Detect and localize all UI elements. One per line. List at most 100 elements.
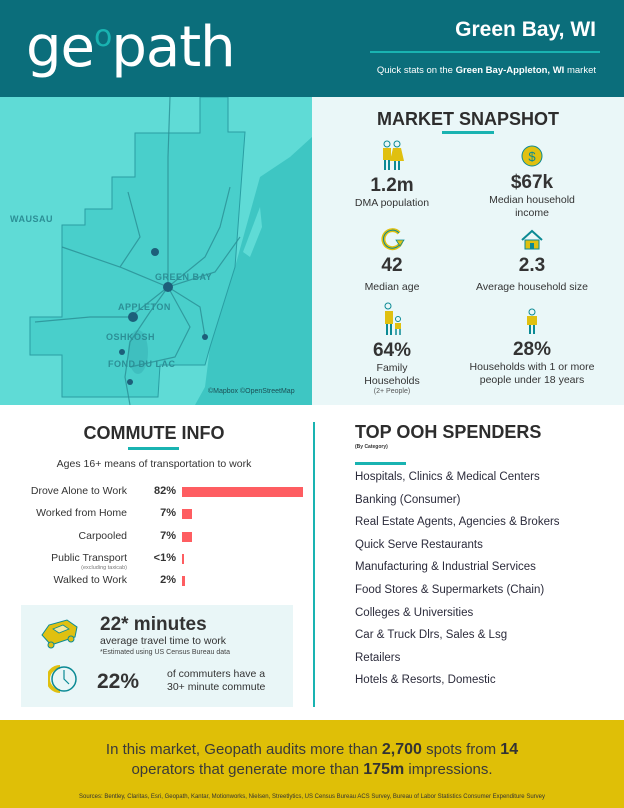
- title-underline: [442, 131, 494, 134]
- summary-text: spots from: [421, 741, 501, 758]
- map-label: APPLETON: [118, 302, 171, 312]
- stat-households-children: 28% Households with 1 or more people und…: [457, 307, 607, 387]
- commute-row: Public Transport (excluding taxicab) <1%: [0, 552, 312, 571]
- commute-pct: 2%: [160, 574, 176, 586]
- spender-category: Quick Serve Restaurants: [355, 538, 483, 551]
- summary-text: operators that generate more than: [131, 761, 364, 778]
- stat-median-age: 42 Median age: [317, 227, 467, 294]
- commute-bar: [182, 576, 185, 586]
- commute-mode-label: Public Transport: [51, 552, 127, 564]
- couple-icon: [383, 140, 404, 170]
- stat-value: 64%: [372, 340, 412, 361]
- parent-child-icon: [384, 302, 401, 335]
- travel-time-box: 22* minutes average travel time to work …: [21, 605, 293, 707]
- stat-label: DMA population: [354, 197, 430, 209]
- stat-label: Median age: [364, 281, 420, 293]
- commute-row: Drove Alone to Work 82%: [0, 485, 312, 501]
- stat-population: 1.2m DMA population: [317, 139, 467, 210]
- stat-household-size: 2.3 Average household size: [457, 229, 607, 294]
- commute-subtitle: Ages 16+ means of transportation to work: [56, 458, 252, 470]
- market-name: Green Bay-Appleton, WI: [455, 65, 565, 76]
- commute-mode-label: Carpooled: [78, 530, 127, 542]
- stat-label: Family Households: [364, 362, 420, 387]
- top-ooh-spenders: TOP OOH SPENDERS (By Category) Hospitals…: [355, 422, 615, 697]
- stat-label: Average household size: [476, 281, 588, 293]
- market-map[interactable]: WAUSAU GREEN BAY APPLETON OSHKOSH FOND D…: [0, 97, 312, 405]
- spender-category: Hospitals, Clinics & Medical Centers: [355, 471, 540, 483]
- commute-pct: <1%: [153, 552, 176, 564]
- commute-title: COMMUTE INFO: [83, 423, 225, 443]
- commute-bar: [182, 487, 303, 497]
- commute-pct: 82%: [153, 485, 176, 497]
- commute-row: Worked from Home 7%: [0, 507, 312, 523]
- commute-mode-label: Drove Alone to Work: [30, 485, 127, 497]
- map-label: GREEN BAY: [155, 272, 213, 282]
- map-attribution[interactable]: ©Mapbox ©OpenStreetMap: [208, 388, 295, 395]
- snapshot-title: MARKET SNAPSHOT: [376, 109, 559, 129]
- spender-category: Colleges & Universities: [355, 606, 474, 619]
- stat-family-households: 64% Family Households (2+ People): [317, 302, 467, 395]
- stat-note: (2+ People): [373, 388, 411, 395]
- divider: [370, 51, 600, 53]
- commute-mode-label: Worked from Home: [36, 507, 127, 519]
- commute-pct: 7%: [160, 507, 176, 519]
- operators-count: 14: [500, 741, 519, 758]
- title-underline: [355, 462, 406, 465]
- summary-text: In this market, Geopath audits more than: [105, 741, 382, 758]
- spenders-title: TOP OOH SPENDERS: [355, 422, 542, 442]
- map-graphic: [29, 97, 312, 405]
- dollar-coin-icon: $: [521, 145, 543, 167]
- car-icon: [41, 619, 78, 649]
- stat-label: Median household income: [489, 194, 575, 219]
- long-commute-label: of commuters have a 30+ minute commute: [167, 668, 266, 693]
- stat-value: $67k: [510, 172, 554, 193]
- spender-category: Food Stores & Supermarkets (Chain): [355, 583, 545, 596]
- sources-text: Sources: Bentley, Claritas, Esri, Geopat…: [79, 794, 545, 800]
- child-icon: [527, 308, 537, 334]
- clock-icon: [48, 665, 77, 693]
- map-label: WAUSAU: [10, 214, 53, 224]
- commute-row: Walked to Work 2%: [0, 574, 312, 590]
- geopath-logo: geopath: [26, 15, 236, 80]
- market-snapshot: MARKET SNAPSHOT 1.2m DMA population $ $6…: [312, 97, 624, 405]
- audit-summary: In this market, Geopath audits more than…: [0, 740, 624, 780]
- header-subtitle: Quick stats on the Green Bay-Appleton, W…: [377, 65, 596, 76]
- spender-category: Car & Truck Dlrs, Sales & Lsg: [355, 629, 508, 642]
- spenders-subtitle: (By Category): [355, 444, 388, 450]
- travel-time-label: average travel time to work: [100, 635, 227, 647]
- svg-text:$: $: [528, 149, 536, 164]
- commute-bar: [182, 532, 193, 542]
- spender-category: Hotels & Resorts, Domestic: [355, 674, 496, 687]
- spender-category: Real Estate Agents, Agencies & Brokers: [355, 516, 560, 529]
- spender-category: Banking (Consumer): [355, 493, 461, 506]
- long-commute-pct: 22%: [97, 670, 140, 693]
- footer-banner: In this market, Geopath audits more than…: [0, 720, 624, 808]
- subtitle-prefix: Quick stats on the: [376, 65, 456, 76]
- commute-bar: [182, 509, 193, 519]
- map-label: FOND DU LAC: [108, 359, 176, 369]
- commute-info: COMMUTE INFO Ages 16+ means of transport…: [0, 410, 312, 710]
- summary-text: impressions.: [404, 761, 493, 778]
- travel-time-value: 22* minutes: [100, 614, 207, 635]
- commute-row: Carpooled 7%: [0, 530, 312, 546]
- stat-value: 1.2m: [370, 175, 414, 196]
- map-label: OSHKOSH: [106, 332, 156, 342]
- subtitle-suffix: market: [564, 65, 596, 76]
- travel-time-note: *Estimated using US Census Bureau data: [100, 649, 230, 656]
- spots-count: 2,700: [381, 741, 422, 758]
- refresh-arrow-icon: [381, 228, 405, 251]
- stat-value: 42: [381, 255, 403, 276]
- commute-mode-note: (excluding taxicab): [81, 565, 127, 571]
- impressions-count: 175m: [363, 761, 405, 778]
- city-title: Green Bay, WI: [455, 18, 596, 41]
- commute-pct: 7%: [160, 530, 176, 542]
- stat-value: 2.3: [518, 255, 546, 276]
- house-icon: [521, 229, 543, 250]
- commute-bar: [182, 554, 184, 564]
- section-divider: [313, 422, 315, 707]
- stat-value: 28%: [512, 339, 552, 360]
- header: geopath Green Bay, WI Quick stats on the…: [0, 0, 624, 97]
- spenders-list: Hospitals, Clinics & Medical Centers Bank…: [355, 471, 615, 697]
- spender-category: Retailers: [355, 651, 401, 664]
- stat-label: Households with 1 or more people under 1…: [469, 361, 595, 386]
